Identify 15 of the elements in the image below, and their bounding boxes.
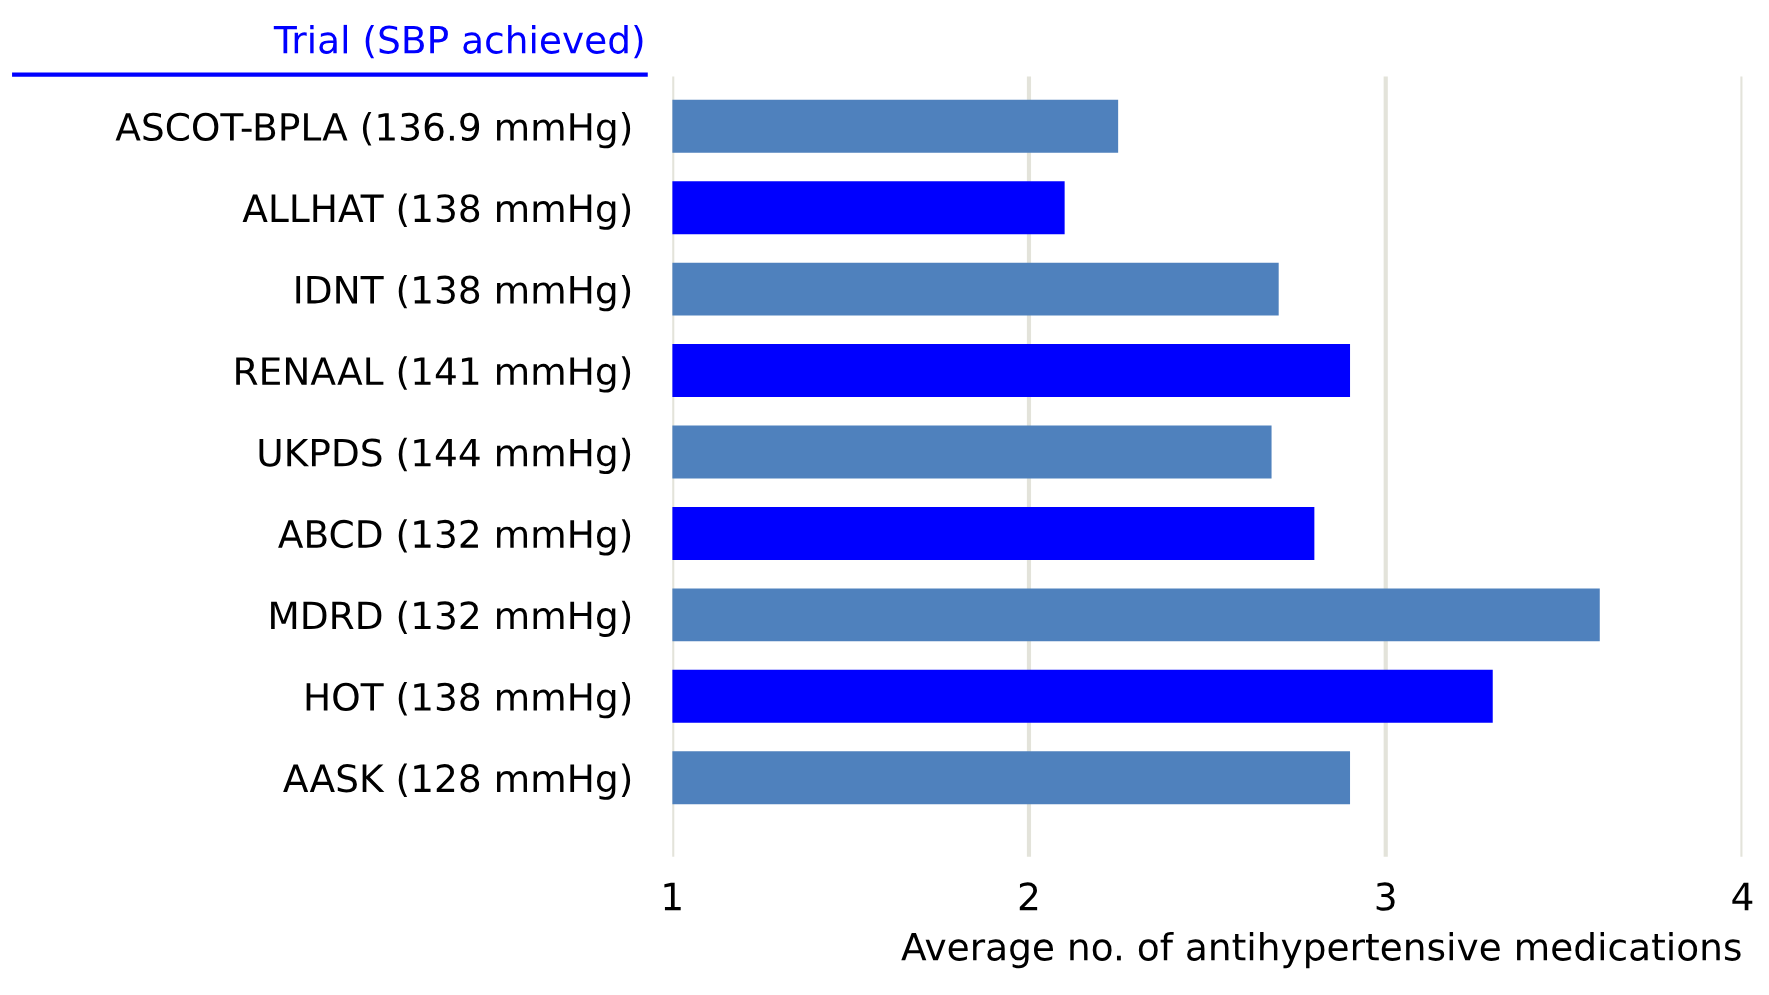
x-tick-label: 2 bbox=[1019, 882, 1038, 911]
y-tick-label: ABCD (132 mmHg) bbox=[278, 519, 631, 556]
y-tick-label: ALLHAT (138 mmHg) bbox=[242, 193, 631, 230]
y-axis-title: Trial (SBP achieved) bbox=[273, 24, 643, 59]
y-tick-label: RENAAL (141 mmHg) bbox=[236, 356, 631, 393]
y-tick-label: AASK (128 mmHg) bbox=[283, 763, 631, 800]
x-tick-label: 3 bbox=[1376, 882, 1395, 911]
x-tick-label: 4 bbox=[1732, 882, 1753, 911]
y-tick-label: MDRD (132 mmHg) bbox=[271, 600, 631, 637]
y-tick-label: UKPDS (144 mmHg) bbox=[259, 437, 631, 475]
x-axis-title: Average no. of antihypertensive medications bbox=[901, 931, 1741, 969]
y-tick-label: ASCOT-BPLA (136.9 mmHg) bbox=[115, 112, 631, 149]
x-tick-label: 1 bbox=[664, 882, 681, 911]
y-tick-label: IDNT (138 mmHg) bbox=[296, 274, 631, 312]
y-tick-label: HOT (138 mmHg) bbox=[306, 682, 631, 719]
